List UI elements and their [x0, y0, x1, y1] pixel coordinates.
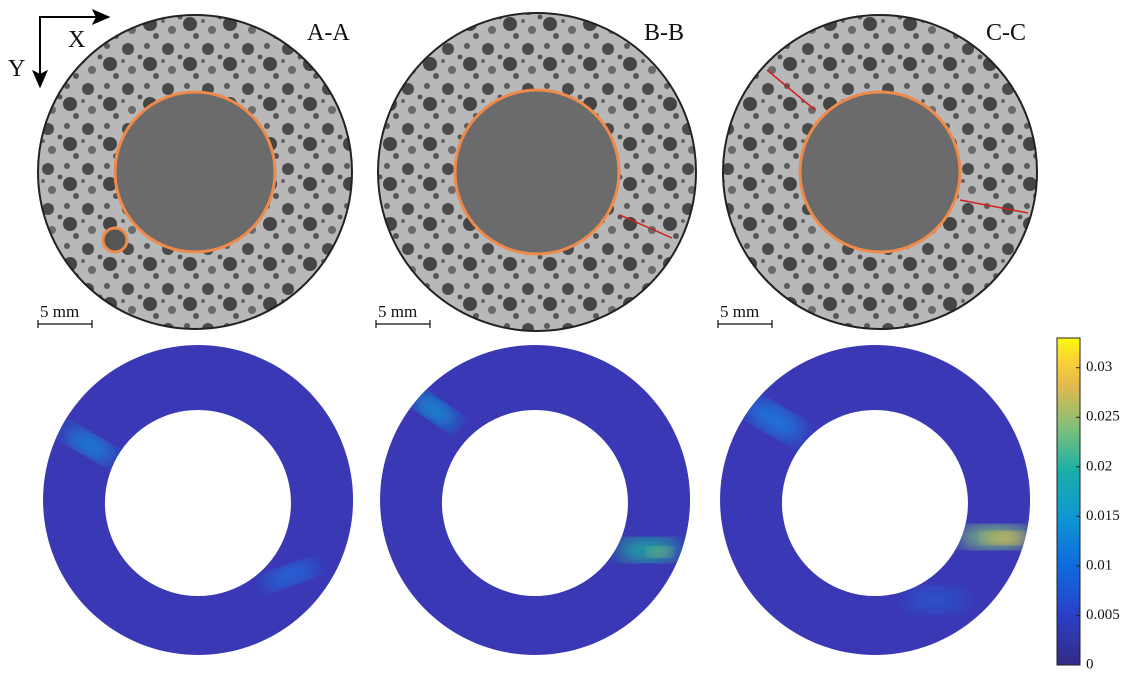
axes-indicator: [32, 9, 111, 89]
colorbar-gradient: [1056, 337, 1081, 666]
colorbar-tick-label: 0.015: [1086, 508, 1120, 524]
colorbar-tick-label: 0.005: [1086, 607, 1120, 623]
ct-scans: [37, 12, 1038, 332]
scale-bar-label: 5 mm: [378, 302, 417, 321]
x-axis-label: X: [68, 27, 85, 53]
ct-scan: [37, 14, 353, 330]
colorbar-tick-label: 0.02: [1086, 458, 1112, 474]
strain-map: [380, 345, 691, 655]
colorbar-tick-label: 0.025: [1086, 409, 1120, 425]
section-label: B-B: [644, 20, 684, 46]
scale-bar-label: 5 mm: [720, 302, 759, 321]
colorbar-tick-label: 0: [1086, 656, 1094, 672]
section-label: A-A: [307, 20, 350, 46]
scale-bar-label: 5 mm: [40, 302, 79, 321]
scale-bars: [37, 320, 773, 328]
colorbar-tick-label: 0.03: [1086, 359, 1112, 375]
colorbar-tick-label: 0.01: [1086, 557, 1112, 573]
strain-map: [720, 345, 1031, 656]
section-label: C-C: [986, 20, 1026, 46]
colorbar: 0 0.005 0.01 0.015 0.02 0.025 0.03: [1056, 337, 1120, 672]
strain-map: [43, 345, 354, 656]
y-axis-label: Y: [8, 56, 25, 82]
ct-scan: [377, 12, 697, 332]
ct-scan: [722, 14, 1038, 330]
